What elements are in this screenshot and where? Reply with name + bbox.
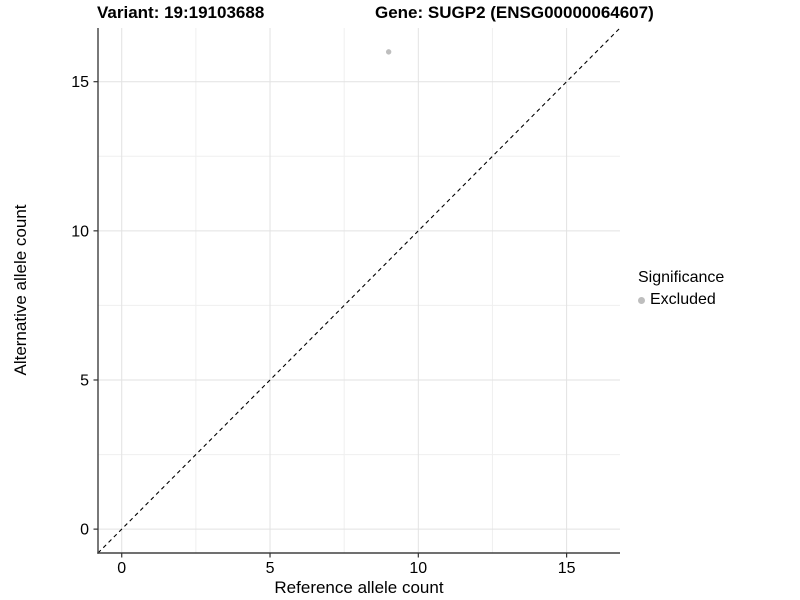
x-tick-label: 5 — [266, 560, 275, 577]
chart-title-gene: Gene: SUGP2 (ENSG00000064607) — [375, 3, 654, 22]
legend-item-excluded: Excluded — [638, 291, 724, 309]
axis-tick-labels: 0 5 10 15 0 5 10 15 — [71, 74, 575, 577]
y-tick-label: 10 — [71, 223, 89, 240]
y-tick-label: 0 — [80, 522, 89, 539]
legend: Significance Excluded — [638, 269, 724, 309]
data-points — [385, 49, 392, 55]
y-tick-label: 15 — [71, 74, 89, 91]
axis-tick-marks — [93, 81, 568, 558]
y-axis-title: Alternative allele count — [11, 204, 30, 376]
x-tick-label: 15 — [558, 560, 576, 577]
grid-minor-lines — [98, 28, 620, 553]
legend-point-icon — [638, 296, 645, 304]
axis-lines — [97, 28, 620, 554]
x-tick-label: 10 — [409, 560, 427, 577]
y-tick-label: 5 — [80, 372, 89, 389]
grid-major-lines — [98, 28, 620, 553]
x-tick-label: 0 — [117, 560, 126, 577]
legend-item-label: Excluded — [650, 291, 716, 308]
data-point-excluded — [385, 49, 392, 55]
identity-dashed-line — [97, 27, 621, 554]
x-axis-title: Reference allele count — [274, 578, 444, 597]
legend-title: Significance — [638, 269, 725, 286]
identity-line — [97, 27, 621, 554]
chart-title-variant: Variant: 19:19103688 — [97, 3, 265, 22]
